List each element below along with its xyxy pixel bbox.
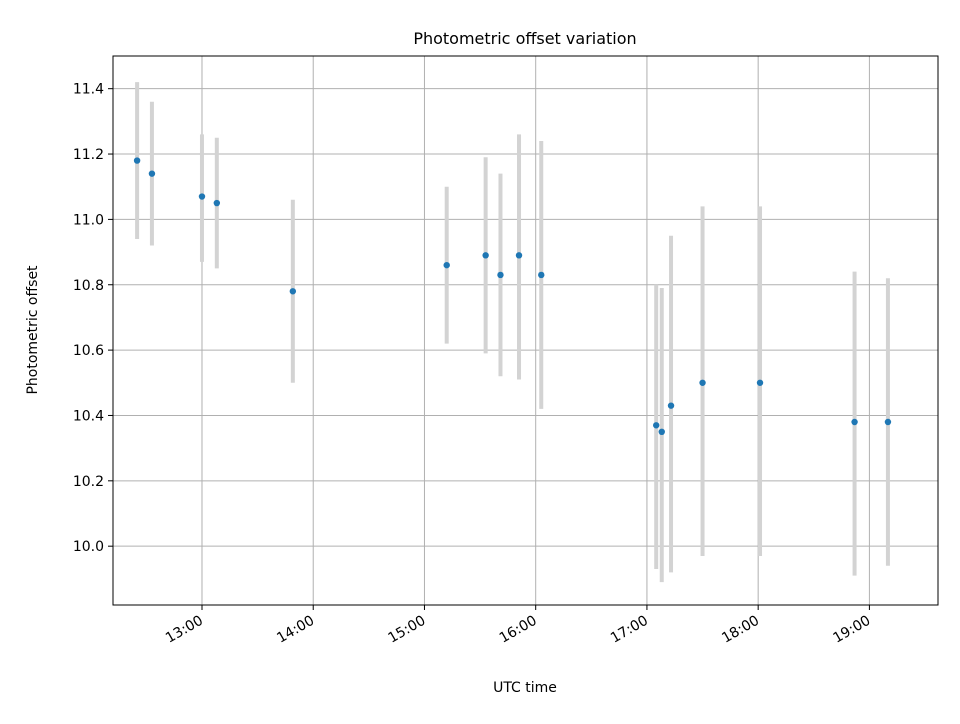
y-tick-label: 11.2 — [73, 147, 104, 163]
data-point — [658, 428, 665, 436]
y-axis-label: Photometric offset — [25, 265, 41, 395]
y-tick-label: 11.4 — [73, 82, 104, 98]
y-tick-label: 10.4 — [73, 408, 104, 424]
data-point — [443, 261, 450, 269]
data-points — [133, 157, 892, 436]
plot-frame — [112, 55, 939, 606]
y-tick-label: 10.6 — [73, 343, 104, 359]
data-point — [148, 170, 156, 177]
data-point — [851, 418, 858, 426]
chart-title: Photometric offset variation — [413, 29, 636, 48]
x-axis-label: UTC time — [493, 680, 557, 696]
data-point — [699, 379, 706, 386]
data-point — [884, 418, 892, 426]
data-point — [213, 199, 221, 207]
data-point — [482, 252, 489, 259]
data-point — [515, 252, 523, 259]
data-point — [289, 288, 297, 295]
y-tick-label: 10.8 — [73, 278, 104, 294]
data-point — [756, 379, 764, 386]
data-point — [198, 193, 206, 200]
y-tick-label: 11.0 — [73, 212, 104, 228]
data-point — [133, 157, 141, 164]
data-point — [497, 271, 504, 279]
y-tick-label: 10.2 — [73, 474, 104, 490]
y-tick-label: 10.0 — [73, 539, 104, 555]
data-point — [653, 422, 660, 429]
data-point — [667, 402, 675, 409]
data-point — [538, 271, 545, 279]
